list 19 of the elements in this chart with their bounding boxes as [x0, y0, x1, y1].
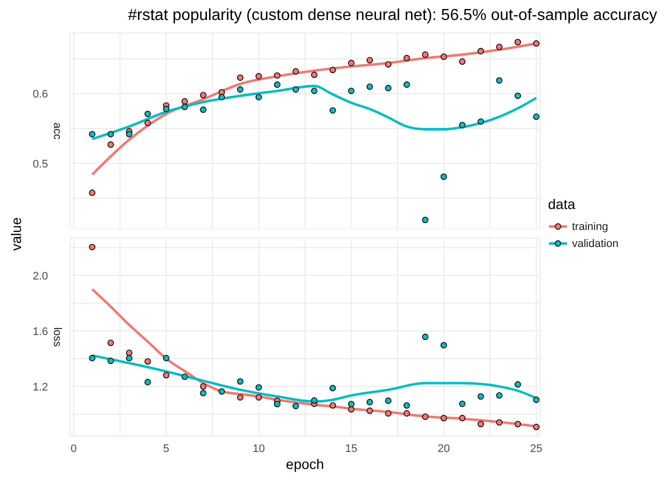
x-tick-label: 25 [530, 442, 542, 455]
y-tick-label: 0.5 [32, 158, 48, 170]
x-tick-label: 15 [345, 442, 358, 455]
legend-label: training [572, 220, 608, 232]
y-tick-label: 1.6 [32, 326, 48, 338]
x-tick-label: 10 [252, 442, 265, 455]
x-tick-label: 20 [438, 442, 450, 455]
x-axis-title: epoch [284, 456, 326, 472]
y-axis-title: value [8, 217, 24, 251]
x-tick-label: 5 [163, 442, 170, 455]
y-tick-label: 0.6 [32, 88, 48, 101]
text: acc [51, 122, 63, 140]
y-tick-label: 2.0 [32, 270, 48, 282]
chart-title: #rstat popularity (custom dense neural net): 56.5% out-of-sample accuracy [128, 7, 658, 25]
text: loss [51, 327, 63, 347]
y-tick-label: 1.2 [32, 381, 48, 394]
legend-label: validation [572, 238, 618, 250]
x-tick-label: 0 [70, 442, 77, 455]
legend-title: data [548, 196, 576, 212]
